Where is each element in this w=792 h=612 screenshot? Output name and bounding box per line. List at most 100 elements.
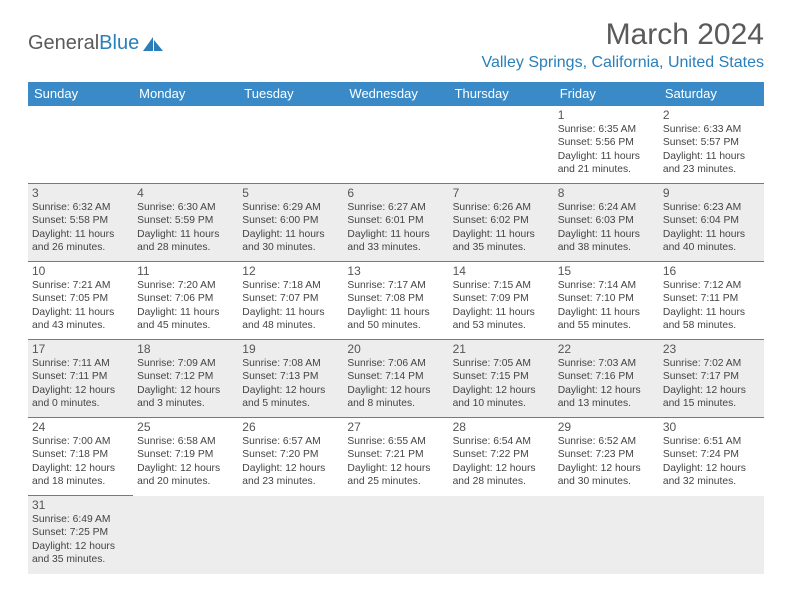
day-number: 3 bbox=[32, 186, 129, 200]
day-number: 23 bbox=[663, 342, 760, 356]
calendar-cell: 4Sunrise: 6:30 AMSunset: 5:59 PMDaylight… bbox=[133, 184, 238, 262]
calendar-cell: 30Sunrise: 6:51 AMSunset: 7:24 PMDayligh… bbox=[659, 418, 764, 496]
day-info: Sunrise: 6:30 AMSunset: 5:59 PMDaylight:… bbox=[137, 201, 234, 255]
month-title: March 2024 bbox=[481, 18, 764, 52]
day-number: 5 bbox=[242, 186, 339, 200]
day-info: Sunrise: 7:20 AMSunset: 7:06 PMDaylight:… bbox=[137, 279, 234, 333]
calendar-week: 17Sunrise: 7:11 AMSunset: 7:11 PMDayligh… bbox=[28, 340, 764, 418]
day-info: Sunrise: 6:52 AMSunset: 7:23 PMDaylight:… bbox=[558, 435, 655, 489]
day-number: 7 bbox=[453, 186, 550, 200]
day-number: 11 bbox=[137, 264, 234, 278]
calendar-cell: 11Sunrise: 7:20 AMSunset: 7:06 PMDayligh… bbox=[133, 262, 238, 340]
day-number: 4 bbox=[137, 186, 234, 200]
calendar-cell bbox=[449, 496, 554, 574]
day-info: Sunrise: 7:05 AMSunset: 7:15 PMDaylight:… bbox=[453, 357, 550, 411]
day-info: Sunrise: 6:29 AMSunset: 6:00 PMDaylight:… bbox=[242, 201, 339, 255]
calendar-cell: 15Sunrise: 7:14 AMSunset: 7:10 PMDayligh… bbox=[554, 262, 659, 340]
calendar-cell: 5Sunrise: 6:29 AMSunset: 6:00 PMDaylight… bbox=[238, 184, 343, 262]
header: GeneralBlue March 2024 Valley Springs, C… bbox=[28, 18, 764, 72]
logo-text-1: General bbox=[28, 32, 99, 55]
calendar-week: 24Sunrise: 7:00 AMSunset: 7:18 PMDayligh… bbox=[28, 418, 764, 496]
day-info: Sunrise: 7:03 AMSunset: 7:16 PMDaylight:… bbox=[558, 357, 655, 411]
day-number: 21 bbox=[453, 342, 550, 356]
day-info: Sunrise: 6:23 AMSunset: 6:04 PMDaylight:… bbox=[663, 201, 760, 255]
weekday-header: Monday bbox=[133, 82, 238, 106]
day-number: 29 bbox=[558, 420, 655, 434]
day-info: Sunrise: 6:33 AMSunset: 5:57 PMDaylight:… bbox=[663, 123, 760, 177]
calendar-cell: 28Sunrise: 6:54 AMSunset: 7:22 PMDayligh… bbox=[449, 418, 554, 496]
calendar-cell: 7Sunrise: 6:26 AMSunset: 6:02 PMDaylight… bbox=[449, 184, 554, 262]
calendar-cell: 29Sunrise: 6:52 AMSunset: 7:23 PMDayligh… bbox=[554, 418, 659, 496]
title-block: March 2024 Valley Springs, California, U… bbox=[481, 18, 764, 72]
day-info: Sunrise: 7:08 AMSunset: 7:13 PMDaylight:… bbox=[242, 357, 339, 411]
weekday-header-row: SundayMondayTuesdayWednesdayThursdayFrid… bbox=[28, 82, 764, 106]
day-number: 12 bbox=[242, 264, 339, 278]
calendar-cell: 6Sunrise: 6:27 AMSunset: 6:01 PMDaylight… bbox=[343, 184, 448, 262]
calendar-cell: 17Sunrise: 7:11 AMSunset: 7:11 PMDayligh… bbox=[28, 340, 133, 418]
day-number: 28 bbox=[453, 420, 550, 434]
calendar-cell bbox=[554, 496, 659, 574]
day-number: 30 bbox=[663, 420, 760, 434]
day-info: Sunrise: 6:54 AMSunset: 7:22 PMDaylight:… bbox=[453, 435, 550, 489]
logo-text-2: Blue bbox=[99, 32, 139, 55]
day-number: 24 bbox=[32, 420, 129, 434]
day-info: Sunrise: 7:14 AMSunset: 7:10 PMDaylight:… bbox=[558, 279, 655, 333]
day-number: 2 bbox=[663, 108, 760, 122]
calendar-cell: 24Sunrise: 7:00 AMSunset: 7:18 PMDayligh… bbox=[28, 418, 133, 496]
day-number: 14 bbox=[453, 264, 550, 278]
location-subtitle: Valley Springs, California, United State… bbox=[481, 54, 764, 72]
day-info: Sunrise: 6:57 AMSunset: 7:20 PMDaylight:… bbox=[242, 435, 339, 489]
calendar-body: 1Sunrise: 6:35 AMSunset: 5:56 PMDaylight… bbox=[28, 106, 764, 574]
calendar-week: 3Sunrise: 6:32 AMSunset: 5:58 PMDaylight… bbox=[28, 184, 764, 262]
weekday-header: Saturday bbox=[659, 82, 764, 106]
calendar-table: SundayMondayTuesdayWednesdayThursdayFrid… bbox=[28, 82, 764, 574]
calendar-cell bbox=[28, 106, 133, 184]
day-number: 15 bbox=[558, 264, 655, 278]
calendar-cell: 14Sunrise: 7:15 AMSunset: 7:09 PMDayligh… bbox=[449, 262, 554, 340]
day-number: 13 bbox=[347, 264, 444, 278]
day-number: 16 bbox=[663, 264, 760, 278]
weekday-header: Sunday bbox=[28, 82, 133, 106]
calendar-cell: 31Sunrise: 6:49 AMSunset: 7:25 PMDayligh… bbox=[28, 496, 133, 574]
calendar-week: 31Sunrise: 6:49 AMSunset: 7:25 PMDayligh… bbox=[28, 496, 764, 574]
day-number: 1 bbox=[558, 108, 655, 122]
day-info: Sunrise: 7:17 AMSunset: 7:08 PMDaylight:… bbox=[347, 279, 444, 333]
calendar-cell: 20Sunrise: 7:06 AMSunset: 7:14 PMDayligh… bbox=[343, 340, 448, 418]
day-number: 18 bbox=[137, 342, 234, 356]
calendar-cell bbox=[133, 106, 238, 184]
calendar-cell: 27Sunrise: 6:55 AMSunset: 7:21 PMDayligh… bbox=[343, 418, 448, 496]
calendar-cell: 2Sunrise: 6:33 AMSunset: 5:57 PMDaylight… bbox=[659, 106, 764, 184]
logo: GeneralBlue bbox=[28, 32, 165, 55]
calendar-cell: 25Sunrise: 6:58 AMSunset: 7:19 PMDayligh… bbox=[133, 418, 238, 496]
calendar-cell bbox=[659, 496, 764, 574]
calendar-cell: 10Sunrise: 7:21 AMSunset: 7:05 PMDayligh… bbox=[28, 262, 133, 340]
day-number: 31 bbox=[32, 498, 129, 512]
calendar-week: 10Sunrise: 7:21 AMSunset: 7:05 PMDayligh… bbox=[28, 262, 764, 340]
day-number: 9 bbox=[663, 186, 760, 200]
day-number: 26 bbox=[242, 420, 339, 434]
day-info: Sunrise: 7:09 AMSunset: 7:12 PMDaylight:… bbox=[137, 357, 234, 411]
calendar-cell: 22Sunrise: 7:03 AMSunset: 7:16 PMDayligh… bbox=[554, 340, 659, 418]
day-info: Sunrise: 6:32 AMSunset: 5:58 PMDaylight:… bbox=[32, 201, 129, 255]
day-number: 22 bbox=[558, 342, 655, 356]
calendar-cell: 3Sunrise: 6:32 AMSunset: 5:58 PMDaylight… bbox=[28, 184, 133, 262]
day-number: 20 bbox=[347, 342, 444, 356]
day-info: Sunrise: 7:11 AMSunset: 7:11 PMDaylight:… bbox=[32, 357, 129, 411]
day-number: 6 bbox=[347, 186, 444, 200]
day-info: Sunrise: 6:49 AMSunset: 7:25 PMDaylight:… bbox=[32, 513, 129, 567]
calendar-cell: 9Sunrise: 6:23 AMSunset: 6:04 PMDaylight… bbox=[659, 184, 764, 262]
calendar-cell: 19Sunrise: 7:08 AMSunset: 7:13 PMDayligh… bbox=[238, 340, 343, 418]
calendar-week: 1Sunrise: 6:35 AMSunset: 5:56 PMDaylight… bbox=[28, 106, 764, 184]
day-number: 19 bbox=[242, 342, 339, 356]
calendar-cell: 12Sunrise: 7:18 AMSunset: 7:07 PMDayligh… bbox=[238, 262, 343, 340]
calendar-cell: 8Sunrise: 6:24 AMSunset: 6:03 PMDaylight… bbox=[554, 184, 659, 262]
day-info: Sunrise: 6:26 AMSunset: 6:02 PMDaylight:… bbox=[453, 201, 550, 255]
day-info: Sunrise: 7:18 AMSunset: 7:07 PMDaylight:… bbox=[242, 279, 339, 333]
day-info: Sunrise: 7:00 AMSunset: 7:18 PMDaylight:… bbox=[32, 435, 129, 489]
calendar-cell bbox=[343, 496, 448, 574]
day-number: 25 bbox=[137, 420, 234, 434]
weekday-header: Thursday bbox=[449, 82, 554, 106]
day-number: 27 bbox=[347, 420, 444, 434]
day-info: Sunrise: 6:55 AMSunset: 7:21 PMDaylight:… bbox=[347, 435, 444, 489]
day-info: Sunrise: 7:06 AMSunset: 7:14 PMDaylight:… bbox=[347, 357, 444, 411]
